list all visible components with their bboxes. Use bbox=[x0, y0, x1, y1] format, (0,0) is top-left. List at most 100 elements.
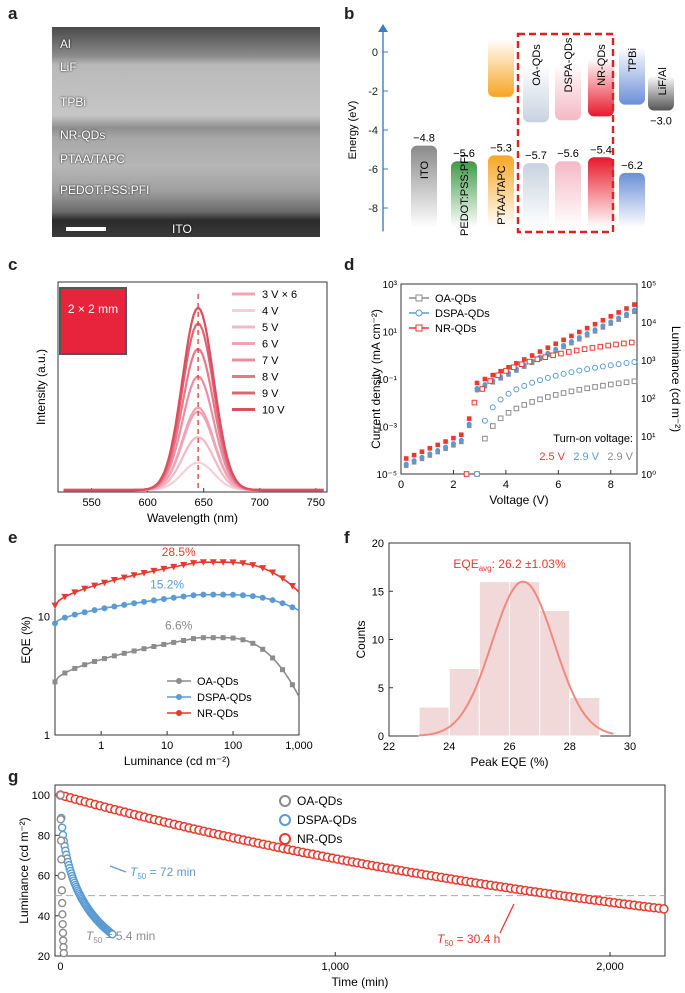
lv-point bbox=[537, 396, 543, 403]
jv-point bbox=[443, 444, 449, 450]
lv-point bbox=[489, 404, 496, 411]
layer-label-al: Al bbox=[60, 37, 71, 51]
layer-label-nr-qds: NR-QDs bbox=[60, 128, 106, 142]
eqe-point bbox=[141, 646, 147, 652]
energy-tick-label: -8 bbox=[368, 203, 378, 215]
eqe-point bbox=[289, 604, 296, 611]
energy-axis-title: Energy (eV) bbox=[347, 101, 359, 160]
jv-point bbox=[576, 335, 582, 341]
homo-level-label: −5.7 bbox=[525, 150, 547, 162]
bar-name: TPBi bbox=[627, 48, 639, 72]
eqe-point bbox=[171, 639, 177, 645]
legend-marker bbox=[279, 795, 291, 807]
x-tick-label: 100 bbox=[224, 740, 242, 752]
y-axis-title: EQE (%) bbox=[19, 616, 33, 663]
y-tick-label: 1 bbox=[44, 730, 50, 742]
inset-label: 2 × 2 mm bbox=[68, 302, 118, 316]
lv-point bbox=[589, 345, 596, 351]
lv-point bbox=[505, 409, 512, 416]
eqe-point bbox=[71, 611, 78, 618]
annot-eqe: EQE bbox=[453, 557, 478, 571]
lv-point bbox=[497, 415, 504, 422]
jv-point bbox=[411, 458, 417, 464]
eqe-point bbox=[249, 593, 256, 600]
lv-point bbox=[628, 339, 635, 346]
y-axis-title: Counts bbox=[354, 620, 368, 658]
lv-point bbox=[568, 388, 575, 395]
y2-axis-title: Luminance (cd m⁻²) bbox=[669, 326, 683, 432]
x-tick-label: 10 bbox=[161, 740, 173, 752]
legend-label: 6 V bbox=[262, 339, 279, 351]
t50-t: T bbox=[437, 932, 446, 946]
legend-label: OA-QDs bbox=[435, 293, 477, 305]
panel-label-c: c bbox=[8, 255, 18, 274]
eqe-point bbox=[210, 591, 217, 598]
layer-label-pedot: PEDOT:PSS:PFI bbox=[60, 183, 150, 197]
jv-point bbox=[529, 353, 535, 358]
jv-point bbox=[592, 327, 598, 333]
eqe-point bbox=[82, 662, 88, 668]
layer-label-lif: LiF bbox=[60, 60, 77, 74]
lumo-bar bbox=[619, 46, 645, 105]
eqe-point bbox=[71, 589, 79, 596]
x-axis-title: Luminance (cd m⁻²) bbox=[124, 754, 230, 768]
eqe-point bbox=[240, 637, 246, 643]
x-tick-label: 22 bbox=[383, 741, 395, 753]
lv-point bbox=[599, 363, 606, 370]
homo-level-label: −4.8 bbox=[413, 133, 435, 145]
x-tick-label: 2 bbox=[450, 479, 456, 491]
jv-point bbox=[624, 311, 630, 317]
jv-point bbox=[608, 314, 614, 319]
x-axis-title: Time (min) bbox=[332, 975, 389, 989]
legend-marker bbox=[279, 833, 291, 845]
bar-name: DSPA-QDs bbox=[563, 37, 575, 92]
legend-label: 8 V bbox=[262, 372, 279, 384]
eqe-point bbox=[249, 562, 257, 569]
oa-point bbox=[57, 898, 67, 908]
panel-label-b: b bbox=[344, 4, 355, 23]
jv-point bbox=[482, 376, 488, 382]
legend-label: OA-QDs bbox=[297, 794, 342, 808]
eqe-point bbox=[289, 682, 295, 688]
eqe-point bbox=[61, 593, 69, 601]
eqe-point bbox=[120, 574, 128, 582]
jv-point bbox=[411, 452, 417, 458]
jv-point bbox=[561, 342, 567, 348]
t50-label-oa: T50 = 5.4 min bbox=[86, 929, 155, 945]
jv-point bbox=[624, 306, 629, 311]
y-tick-label: 40 bbox=[38, 911, 50, 923]
x-tick-label: 650 bbox=[195, 497, 213, 509]
t50-sub: 50 bbox=[444, 939, 453, 948]
oa-point bbox=[58, 910, 67, 919]
legend-label: 5 V bbox=[262, 322, 279, 334]
layer-label-tpbi: TPBi bbox=[60, 95, 87, 109]
eqe-avg-annotation: EQEavg: 26.2 ±1.03% bbox=[453, 557, 566, 573]
lv-point bbox=[576, 367, 583, 374]
eqe-point bbox=[52, 679, 58, 685]
lif-al-name: LiF/Al bbox=[657, 67, 669, 95]
turn-on-nr: 2.5 V bbox=[539, 451, 565, 463]
lv-point bbox=[495, 372, 501, 379]
eqe-point bbox=[131, 600, 138, 607]
y2-tick-label: 10¹ bbox=[641, 432, 656, 443]
energy-axis-arrow bbox=[378, 24, 388, 32]
jv-point bbox=[466, 421, 472, 427]
t50-value: = 30.4 h bbox=[453, 932, 500, 946]
jv-point bbox=[435, 447, 441, 453]
lv-point bbox=[482, 435, 488, 442]
eqe-point bbox=[239, 592, 246, 599]
lv-point bbox=[566, 349, 572, 355]
jv-point bbox=[592, 321, 598, 327]
lv-point bbox=[521, 402, 528, 408]
tem-cross-section-image: Al LiF TPBi NR-QDs PTAA/TAPC PEDOT:PSS:P… bbox=[52, 27, 320, 237]
eqe-point bbox=[151, 644, 157, 650]
lv-point bbox=[521, 382, 528, 389]
eqe-point bbox=[81, 585, 89, 593]
eqe-point bbox=[200, 591, 207, 598]
panel-label-a: a bbox=[8, 4, 18, 23]
eqe-point bbox=[52, 620, 58, 627]
lv-point bbox=[518, 361, 525, 368]
lv-point bbox=[605, 342, 611, 349]
y-tick-label: 15 bbox=[372, 586, 384, 598]
